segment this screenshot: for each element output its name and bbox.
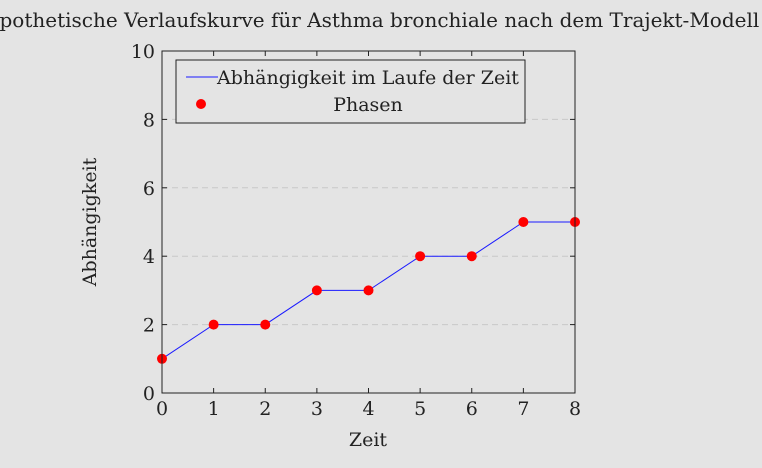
y-tick-label: 4 — [143, 246, 155, 268]
x-tick-label: 1 — [208, 398, 220, 420]
y-axis-label: Abhängigkeit — [79, 157, 101, 287]
data-point — [311, 285, 322, 296]
data-point — [363, 285, 374, 296]
legend-line-label: Abhängigkeit im Laufe der Zeit — [216, 67, 519, 89]
x-tick-label: 0 — [156, 398, 168, 420]
data-point — [415, 251, 426, 262]
legend-marker-swatch — [196, 99, 206, 109]
y-axis: 0 2 4 6 8 10 — [131, 41, 575, 405]
y-tick-label: 6 — [143, 178, 155, 200]
x-tick-label: 6 — [466, 398, 478, 420]
y-tick-label: 2 — [143, 315, 155, 337]
x-tick-label: 7 — [517, 398, 529, 420]
x-tick-label: 3 — [311, 398, 323, 420]
data-point — [518, 217, 529, 227]
legend-box — [175, 59, 526, 124]
y-tick-label: 8 — [143, 109, 155, 131]
chart-title: Hypothetische Verlaufskurve für Asthma b… — [0, 8, 759, 32]
y-tick-label: 10 — [131, 41, 155, 63]
x-tick-label: 5 — [414, 398, 426, 420]
data-point — [260, 319, 271, 330]
data-point — [208, 319, 219, 330]
x-tick-label: 4 — [362, 398, 374, 420]
x-tick-label: 8 — [569, 398, 581, 420]
x-tick-label: 2 — [259, 398, 271, 420]
y-tick-label: 0 — [143, 383, 155, 405]
x-axis-label: Zeit — [349, 429, 388, 451]
x-axis: 0 1 2 3 4 5 6 7 8 — [156, 51, 581, 420]
legend-marker-label: Phasen — [333, 94, 403, 116]
legend: Abhängigkeit im Laufe der Zeit Phasen — [175, 59, 526, 124]
data-point — [466, 251, 477, 262]
